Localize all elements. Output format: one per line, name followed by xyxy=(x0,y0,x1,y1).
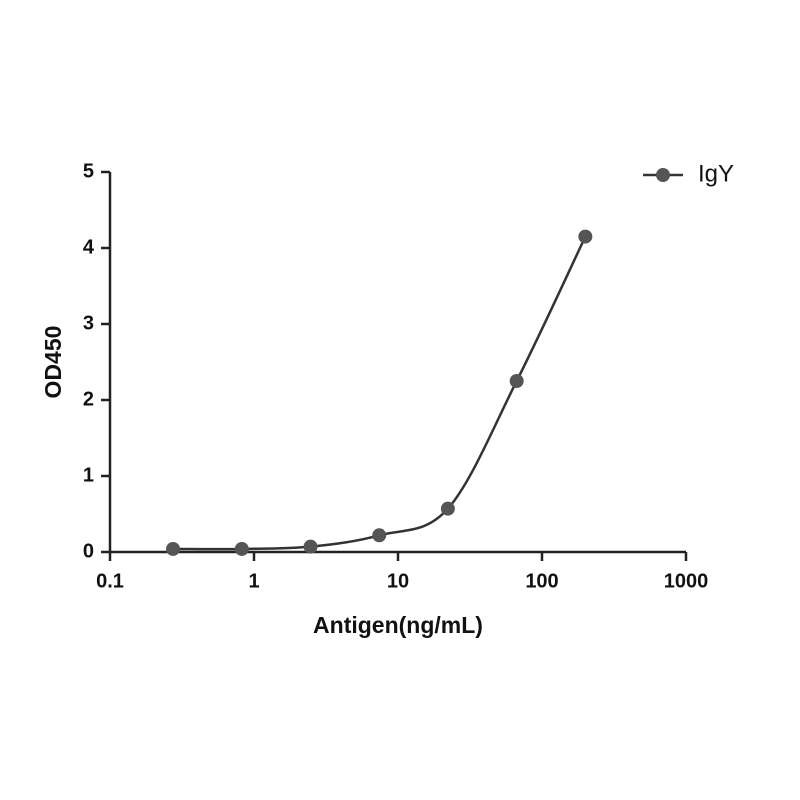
y-tick-label: 0 xyxy=(83,540,94,562)
curve xyxy=(173,236,587,551)
point xyxy=(509,374,524,388)
x-tick-label: 1000 xyxy=(664,570,709,592)
y-axis-label: OD450 xyxy=(40,326,66,399)
y-tick-label: 1 xyxy=(83,464,94,486)
legend-marker xyxy=(656,168,670,182)
point xyxy=(440,501,455,516)
point xyxy=(578,229,593,244)
x-tick-label: 100 xyxy=(525,570,558,592)
x-tick-label: 10 xyxy=(387,570,409,592)
point xyxy=(303,539,318,554)
y-tick-label: 4 xyxy=(83,236,95,258)
y-tick-label: 2 xyxy=(83,388,94,410)
legend-label: IgY xyxy=(698,160,734,187)
point xyxy=(166,541,181,556)
point xyxy=(234,541,249,556)
y-tick-label: 3 xyxy=(83,312,94,334)
point xyxy=(372,528,387,543)
x-tick-label: 1 xyxy=(248,570,259,592)
x-tick-label: 0.1 xyxy=(96,570,124,592)
x-axis-label: Antigen(ng/mL) xyxy=(313,612,483,638)
y-tick-label: 5 xyxy=(83,160,94,182)
